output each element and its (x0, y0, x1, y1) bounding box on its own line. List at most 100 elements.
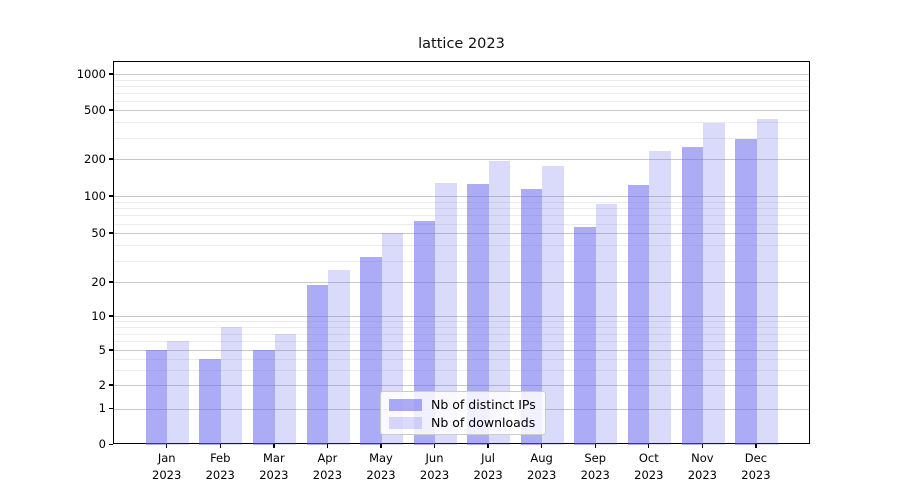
y-tick-label: 2 (98, 378, 106, 392)
gridline-major (114, 350, 809, 352)
y-tick-label: 5 (98, 343, 106, 357)
x-tick-label: Mar 2023 (259, 451, 289, 482)
bar-downloads (542, 166, 564, 445)
y-tick-label: 1000 (76, 67, 106, 81)
bar-distinct-ips (681, 147, 704, 445)
bar-downloads (649, 150, 671, 445)
gridline-minor (114, 223, 809, 225)
bar-distinct-ips (253, 350, 275, 445)
x-tick-label: Oct 2023 (634, 451, 664, 482)
legend-patch-downloads-icon (389, 416, 422, 429)
bar-downloads (488, 161, 511, 445)
x-tick-label: Feb 2023 (205, 451, 235, 482)
x-tick-mark (648, 444, 650, 448)
x-tick-mark (326, 444, 329, 448)
x-tick-mark (166, 444, 168, 448)
gridline-minor (114, 341, 809, 343)
gridline-major (114, 196, 809, 198)
gridline-minor (114, 85, 809, 87)
gridline-major (114, 233, 809, 235)
plot-area (113, 61, 810, 445)
bar-downloads (595, 203, 618, 445)
legend-label-downloads: Nb of downloads (431, 415, 536, 430)
x-tick-mark (487, 444, 489, 448)
x-tick-label: Aug 2023 (527, 451, 557, 482)
gridline-minor (114, 260, 809, 262)
y-tick-label: 50 (91, 226, 106, 240)
legend: Nb of distinct IPs Nb of downloads (380, 391, 546, 435)
x-tick-mark (540, 444, 543, 448)
gridline-major (114, 385, 809, 387)
gridline-minor (114, 358, 809, 360)
x-tick-mark (380, 444, 382, 448)
gridline-minor (114, 122, 809, 124)
bar-downloads (756, 118, 779, 445)
legend-patch-ips-icon (389, 398, 422, 411)
gridline-major (114, 74, 809, 76)
gridline-major (114, 159, 809, 161)
bar-downloads (274, 333, 297, 445)
y-tick-label: 20 (91, 275, 106, 289)
y-tick-mark (109, 109, 113, 111)
bar-distinct-ips (360, 257, 382, 445)
bar-distinct-ips (574, 227, 596, 445)
x-tick-label: Apr 2023 (312, 451, 343, 482)
gridline-minor (114, 369, 809, 371)
gridline-minor (114, 321, 809, 323)
bar-distinct-ips (306, 284, 329, 445)
y-tick-mark (109, 195, 113, 197)
x-tick-label: Jul 2023 (473, 451, 503, 482)
y-tick-mark (109, 407, 113, 409)
gridline-minor (114, 79, 809, 81)
y-tick-mark (109, 73, 113, 75)
gridline-minor (114, 208, 809, 210)
legend-item-downloads: Nb of downloads (389, 415, 535, 430)
y-tick-mark (109, 384, 113, 386)
gridline-minor (114, 215, 809, 217)
bar-downloads (220, 327, 243, 445)
gridline-major (114, 316, 809, 318)
y-tick-mark (109, 315, 113, 317)
x-tick-mark (433, 444, 436, 448)
y-tick-label: 10 (91, 309, 106, 323)
x-tick-mark (594, 444, 596, 448)
bar-distinct-ips (627, 185, 650, 445)
bar-distinct-ips (413, 220, 436, 445)
y-tick-label: 500 (84, 103, 106, 117)
bar-distinct-ips (199, 358, 221, 445)
gridline-minor (114, 100, 809, 102)
bar-distinct-ips (735, 139, 757, 445)
bar-distinct-ips (145, 350, 168, 445)
x-tick-mark (219, 444, 221, 448)
x-tick-mark (755, 444, 757, 448)
y-tick-label: 100 (84, 189, 106, 203)
bar-downloads (703, 122, 725, 445)
y-tick-mark (109, 281, 113, 283)
x-tick-label: May 2023 (366, 451, 396, 482)
x-tick-label: Sep 2023 (580, 451, 610, 482)
x-tick-label: Dec 2023 (741, 451, 771, 482)
x-tick-label: Jan 2023 (152, 451, 182, 482)
bar-distinct-ips (520, 188, 543, 445)
bar-distinct-ips (467, 183, 489, 445)
gridline-major (114, 282, 809, 284)
gridline-minor (114, 245, 809, 247)
bar-downloads (167, 341, 189, 445)
y-tick-label: 0 (98, 437, 106, 452)
y-tick-mark (109, 349, 113, 351)
y-tick-mark (109, 443, 113, 445)
x-tick-label: Nov 2023 (687, 451, 717, 482)
x-tick-label: Jun 2023 (419, 451, 450, 482)
x-tick-mark (701, 444, 704, 448)
chart-title: lattice 2023 (418, 36, 505, 52)
y-tick-label: 1 (98, 401, 106, 416)
y-tick-label: 200 (84, 152, 106, 166)
y-tick-mark (109, 158, 113, 160)
gridline-minor (114, 333, 809, 335)
bar-downloads (435, 183, 457, 445)
gridline-minor (114, 92, 809, 94)
x-tick-mark (273, 444, 275, 448)
gridline-minor (114, 327, 809, 329)
legend-label-ips: Nb of distinct IPs (431, 397, 536, 412)
